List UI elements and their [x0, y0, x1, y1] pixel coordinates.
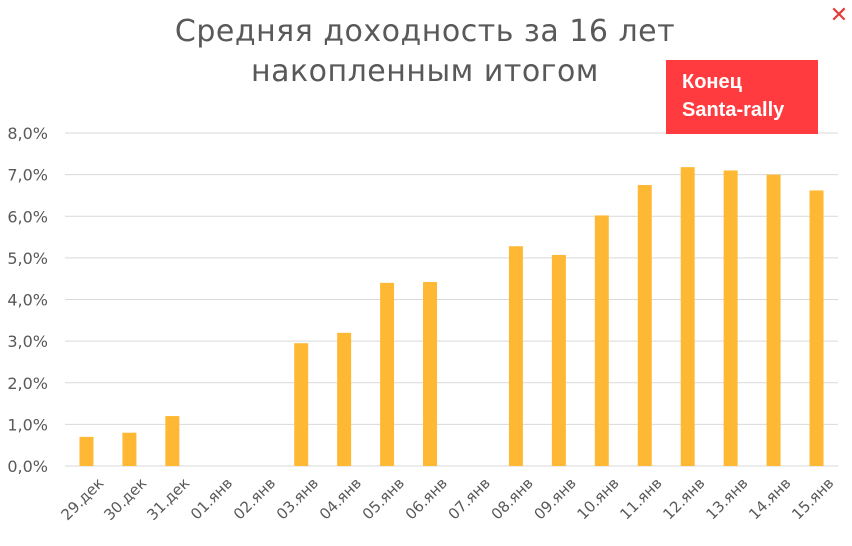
bar [423, 282, 438, 466]
x-tick-label: 01.янв [187, 474, 236, 523]
y-tick-label: 2,0% [7, 374, 48, 393]
bar [594, 215, 609, 466]
x-tick-label: 30.дек [100, 474, 150, 524]
x-tick-label: 09.янв [531, 474, 580, 523]
bar [380, 282, 395, 466]
bar [337, 332, 352, 466]
y-tick-label: 1,0% [7, 415, 48, 434]
grid-lines [65, 132, 838, 467]
x-tick-label: 07.янв [445, 474, 494, 523]
x-tick-label: 12.янв [659, 474, 708, 523]
x-tick-label: 15.янв [788, 474, 837, 523]
x-tick-label: 10.янв [573, 474, 622, 523]
x-tick-label: 13.янв [702, 474, 751, 523]
chart-title: Средняя доходность за 16 лет накопленным… [174, 14, 676, 89]
y-tick-label: 3,0% [7, 332, 48, 351]
x-tick-label: 29.дек [57, 474, 107, 524]
y-tick-label: 6,0% [7, 207, 48, 226]
y-tick-label: 5,0% [7, 249, 48, 268]
y-tick-label: 8,0% [7, 124, 48, 143]
y-axis-ticks: 0,0% 1,0% 2,0% 3,0% 4,0% 5,0% 6,0% 7,0% 8,0% [7, 124, 48, 476]
callout-line-1: Конец [682, 71, 742, 93]
x-tick-label: 11.янв [616, 474, 665, 523]
bar [122, 432, 137, 466]
bar [680, 167, 695, 466]
close-button[interactable]: ✕ [828, 4, 850, 26]
bar [551, 254, 566, 466]
x-axis-ticks: 29.дек30.дек31.дек01.янв02.янв03.янв04.я… [57, 474, 837, 524]
x-tick-label: 05.янв [359, 474, 408, 523]
y-tick-label: 0,0% [7, 457, 48, 476]
bars [79, 167, 824, 466]
y-tick-label: 4,0% [7, 291, 48, 310]
x-tick-label: 06.янв [402, 474, 451, 523]
bar [165, 416, 180, 466]
x-tick-label: 03.янв [273, 474, 322, 523]
close-icon: ✕ [829, 2, 849, 27]
y-tick-label: 7,0% [7, 166, 48, 185]
x-tick-label: 04.янв [316, 474, 365, 523]
bar [723, 170, 738, 466]
bar [79, 436, 94, 466]
bar [294, 343, 309, 466]
bar [766, 174, 781, 466]
x-tick-label: 14.янв [745, 474, 794, 523]
callout-line-2: Santa-rally [682, 99, 785, 121]
x-tick-label: 02.янв [230, 474, 279, 523]
x-tick-label: 31.дек [143, 474, 193, 524]
bar [637, 185, 652, 466]
santa-rally-callout: Конец Santa-rally [666, 60, 818, 134]
bar [508, 246, 523, 466]
bar [809, 190, 824, 466]
x-tick-label: 08.янв [488, 474, 537, 523]
